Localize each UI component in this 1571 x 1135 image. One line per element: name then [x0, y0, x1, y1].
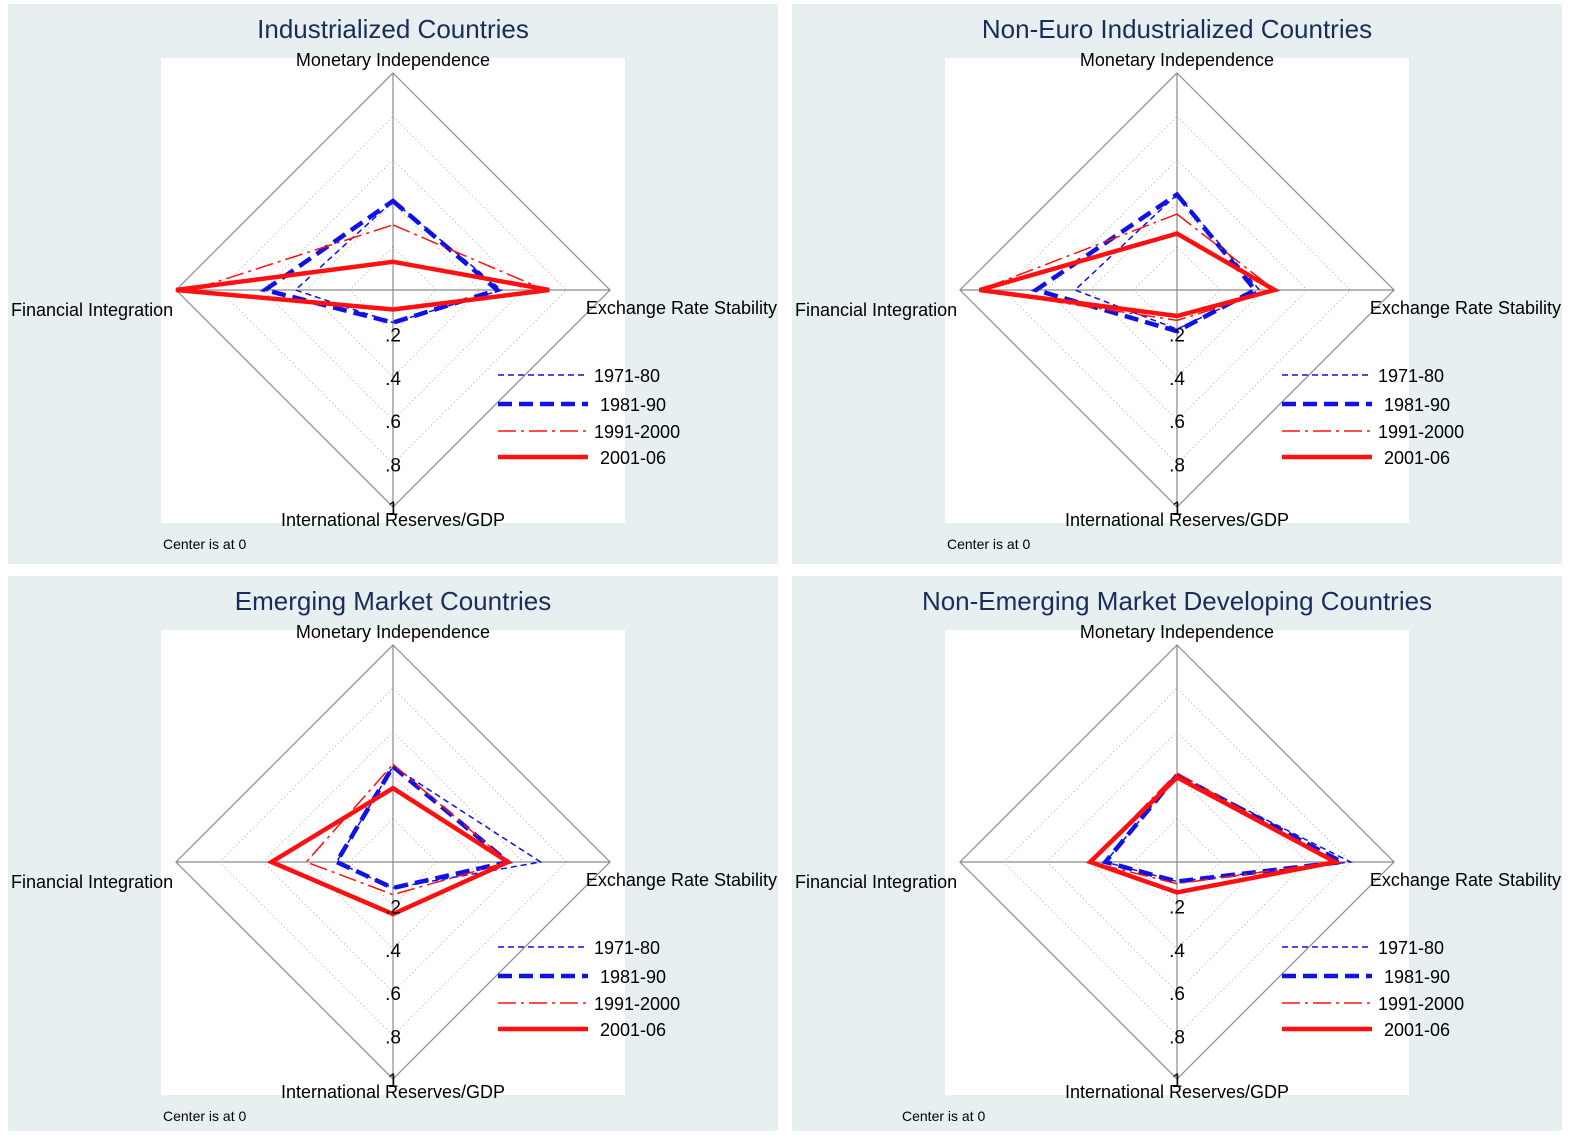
tick-label: .8: [1169, 1028, 1185, 1049]
tick-label: 1: [388, 1071, 399, 1092]
series-polygon-1981-90: [1030, 191, 1259, 334]
legend-label: 1991-2000: [1378, 994, 1464, 1014]
axis-label: International Reserves/GDP: [1065, 1082, 1289, 1102]
series-polygon-2001-06: [175, 259, 550, 312]
chart-title: Emerging Market Countries: [234, 586, 552, 616]
legend-label: 1991-2000: [1378, 422, 1464, 442]
legend-label: 1981-90: [1384, 967, 1450, 987]
radar-chart: .2 .4 .6 .8 1 Monetary Independence Exchange R…: [11, 622, 777, 1102]
tick-label: .8: [385, 1028, 401, 1049]
axis-label: Monetary Independence: [1080, 622, 1274, 642]
chart-title: Industrialized Countries: [257, 14, 529, 44]
radar-chart: .2 .4 .6 .8 1 Monetary Independence Exchange R…: [795, 622, 1561, 1102]
chart-panel: Non-Emerging Market Developing Countries…: [792, 576, 1562, 1131]
legend-label: 1981-90: [600, 395, 666, 415]
series-polygon-1991-2000: [304, 763, 510, 896]
tick-label: .2: [385, 897, 401, 918]
axis-label: Exchange Rate Stability: [586, 298, 777, 318]
legend-label: 2001-06: [600, 1020, 666, 1040]
series-polygon-1971-80: [335, 765, 543, 889]
legend-label: 2001-06: [1384, 448, 1450, 468]
series-polygon-2001-06: [1086, 774, 1343, 895]
legend-label: 1991-2000: [594, 994, 680, 1014]
series-polygon-1981-90: [1101, 772, 1350, 884]
axis-label: Exchange Rate Stability: [586, 870, 777, 890]
tick-label: 1: [1172, 499, 1183, 520]
axis-label: Monetary Independence: [296, 50, 490, 70]
chart-title: Non-Euro Industrialized Countries: [981, 14, 1373, 44]
axis-label: Financial Integration: [11, 872, 173, 892]
series-polygon-1991-2000: [976, 213, 1277, 322]
axis-label: International Reserves/GDP: [281, 510, 505, 530]
tick-label: .4: [1169, 369, 1185, 390]
axis-label: Financial Integration: [795, 300, 957, 320]
tick-label: .6: [1169, 984, 1185, 1005]
center-note: Center is at 0: [163, 536, 247, 552]
tick-label: .2: [385, 325, 401, 346]
series-polygon-1971-80: [1073, 193, 1261, 330]
grid-ring: [349, 818, 437, 906]
axis-label: Exchange Rate Stability: [1370, 870, 1561, 890]
axis-label: Monetary Independence: [1080, 50, 1274, 70]
tick-label: .8: [385, 456, 401, 477]
chart-panel: Industrialized Countries Center is at 0 …: [8, 4, 778, 564]
legend-label: 1981-90: [1384, 395, 1450, 415]
series-polygon-1981-90: [259, 198, 502, 325]
legend-label: 2001-06: [600, 448, 666, 468]
axis-label: Monetary Independence: [296, 622, 490, 642]
tick-label: .2: [1169, 325, 1185, 346]
axis-label: International Reserves/GDP: [1065, 510, 1289, 530]
series-polygon-2001-06: [266, 785, 513, 917]
legend-label: 2001-06: [1384, 1020, 1450, 1040]
tick-label: .4: [385, 369, 401, 390]
axis-label: Financial Integration: [795, 872, 957, 892]
tick-label: 1: [1172, 1071, 1183, 1092]
axis-label: Financial Integration: [11, 300, 173, 320]
series-polygon-2001-06: [978, 231, 1281, 319]
legend-label: 1971-80: [1378, 938, 1444, 958]
tick-label: .6: [1169, 412, 1185, 433]
tick-label: .6: [385, 412, 401, 433]
radar-chart: .2 .4 .6 .8 1 Monetary Independence Exchange R…: [11, 50, 777, 530]
tick-label: .4: [1169, 941, 1185, 962]
axis-label: International Reserves/GDP: [281, 1082, 505, 1102]
chart-panel: Non-Euro Industrialized Countries Center…: [792, 4, 1562, 564]
radar-chart: .2 .4 .6 .8 1 Monetary Independence Exchange R…: [795, 50, 1561, 530]
chart-panel: Emerging Market Countries Center is at 0…: [8, 576, 778, 1131]
tick-label: .6: [385, 984, 401, 1005]
grid-ring: [1133, 246, 1221, 334]
tick-label: .4: [385, 941, 401, 962]
legend-label: 1991-2000: [594, 422, 680, 442]
center-note: Center is at 0: [163, 1108, 247, 1124]
center-note: Center is at 0: [947, 536, 1031, 552]
series-polygon-1981-90: [333, 763, 513, 891]
legend-label: 1981-90: [600, 967, 666, 987]
grid-ring: [349, 246, 437, 334]
grid-ring: [1133, 818, 1221, 906]
chart-title: Non-Emerging Market Developing Countries: [921, 586, 1433, 616]
legend-label: 1971-80: [594, 938, 660, 958]
tick-label: 1: [388, 499, 399, 520]
center-note: Center is at 0: [902, 1108, 986, 1124]
tick-label: .8: [1169, 456, 1185, 477]
legend-label: 1971-80: [1378, 366, 1444, 386]
axis-label: Exchange Rate Stability: [1370, 298, 1561, 318]
legend-label: 1971-80: [594, 366, 660, 386]
tick-label: .2: [1169, 897, 1185, 918]
